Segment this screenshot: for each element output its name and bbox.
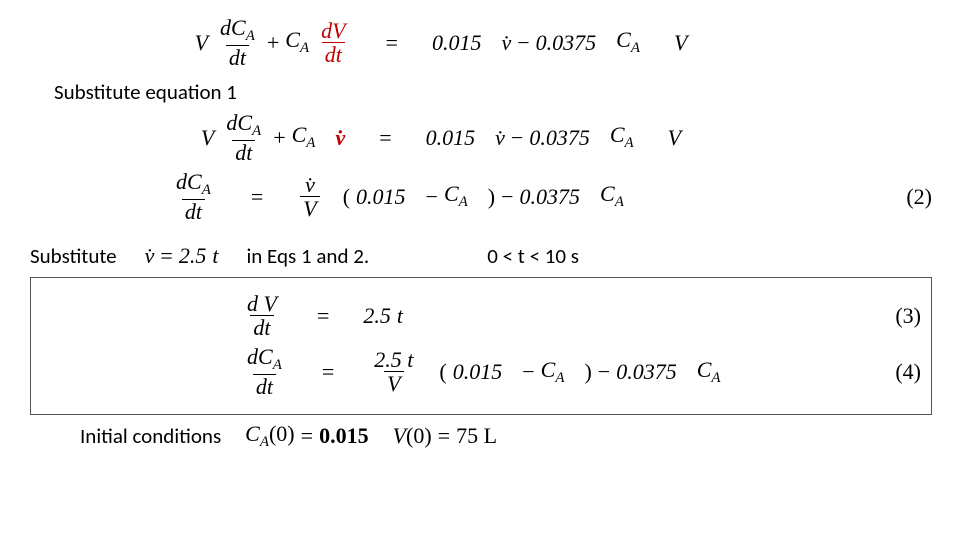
- equation-1: V dCAdt + CA dVdt = 0.015 v̇ − 0.0375 CA…: [30, 16, 852, 69]
- const-B: 0.0375: [529, 125, 590, 151]
- sub2-expr: v̇= 2.5 t: [145, 243, 219, 269]
- sub2-mid: in Eqs 1 and 2.: [246, 243, 369, 269]
- ic-ca-value: 0.015: [319, 423, 369, 449]
- math-expr: V dCAdt + CA v̇ = 0.015 v̇ − 0.0375 CA V: [201, 111, 681, 164]
- const-A: 0.015: [426, 125, 476, 151]
- initial-conditions: Initial conditions CA(0) = 0.015 V(0) = …: [80, 421, 932, 451]
- const-B: 0.0375: [616, 359, 677, 385]
- equation-2: dCAdt = v̇V (0.015 − CA) − 0.0375 CA: [170, 170, 624, 223]
- rate: 2.5: [363, 303, 391, 329]
- equation-2a: V dCAdt + CA v̇ = 0.015 v̇ − 0.0375 CA V: [30, 111, 852, 164]
- rate: 2.5: [179, 243, 207, 269]
- const-B: 0.0375: [536, 30, 597, 56]
- ic-label: Initial conditions: [80, 423, 221, 449]
- equation-row-2: V dCAdt + CA v̇ = 0.015 v̇ − 0.0375 CA V: [30, 111, 932, 164]
- equation-number-4: (4): [841, 359, 921, 385]
- const-A: 0.015: [432, 30, 482, 56]
- equation-3: d Vdt = 2.5 t: [241, 292, 403, 339]
- sub2-pre: Substitute: [30, 243, 117, 269]
- equation-number-3: (3): [841, 303, 921, 329]
- equation-row-1: V dCAdt + CA dVdt = 0.015 v̇ − 0.0375 CA…: [30, 16, 932, 69]
- equation-row-3: dCAdt = v̇V (0.015 − CA) − 0.0375 CA (2): [30, 170, 932, 223]
- equation-row-4: d Vdt = 2.5 t (3): [41, 292, 921, 339]
- boxed-equations: d Vdt = 2.5 t (3) dCAdt = 2.5 tV (0.015 …: [30, 277, 932, 415]
- const-B: 0.0375: [520, 184, 581, 210]
- document-page: { "colors": { "text": "#000000", "highli…: [0, 0, 962, 545]
- math-expr: V dCAdt + CA dVdt = 0.015 v̇ − 0.0375 CA…: [195, 16, 688, 69]
- const-A: 0.015: [356, 184, 406, 210]
- text-substitute-1: Substitute equation 1: [54, 79, 932, 105]
- sub2-range: 0 < t < 10 s: [487, 243, 579, 269]
- equation-4: dCAdt = 2.5 tV (0.015 − CA) − 0.0375 CA: [241, 345, 721, 398]
- text-substitute-2: Substitute v̇= 2.5 t in Eqs 1 and 2. 0 <…: [30, 243, 932, 269]
- rate: 2.5: [374, 347, 402, 372]
- ic-ca: CA(0) = 0.015: [245, 421, 368, 451]
- equation-row-5: dCAdt = 2.5 tV (0.015 − CA) − 0.0375 CA …: [41, 345, 921, 398]
- equation-number-2: (2): [852, 184, 932, 210]
- ic-v: V(0) = 75 L: [393, 423, 497, 449]
- const-A: 0.015: [453, 359, 503, 385]
